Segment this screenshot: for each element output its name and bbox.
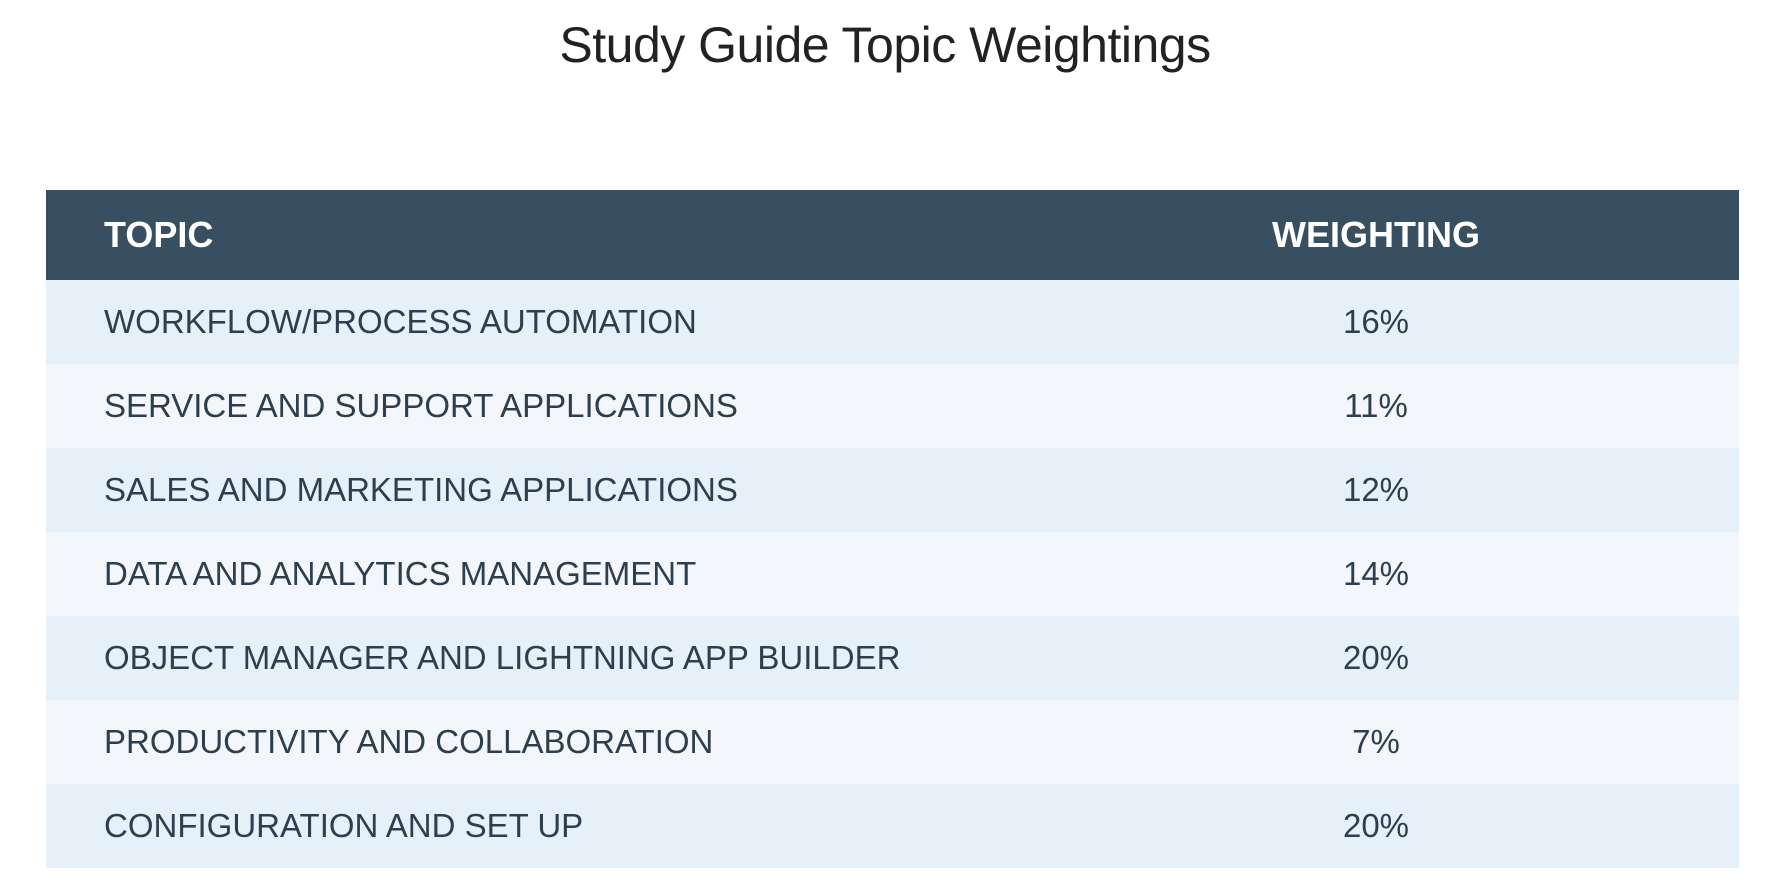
weighting-cell: 11% [1344, 387, 1408, 424]
topic-cell: SALES AND MARKETING APPLICATIONS [104, 471, 738, 508]
table-row: OBJECT MANAGER AND LIGHTNING APP BUILDER… [46, 616, 1739, 700]
table-body: WORKFLOW/PROCESS AUTOMATION 16% SERVICE … [46, 280, 1739, 868]
weighting-cell: 20% [1342, 807, 1410, 844]
topic-cell: SERVICE AND SUPPORT APPLICATIONS [104, 387, 738, 424]
topic-cell: PRODUCTIVITY AND COLLABORATION [104, 723, 714, 760]
topic-cell: OBJECT MANAGER AND LIGHTNING APP BUILDER [104, 639, 901, 676]
weighting-cell: 7% [1352, 723, 1400, 760]
weighting-cell: 20% [1342, 639, 1410, 676]
topic-cell: WORKFLOW/PROCESS AUTOMATION [104, 303, 697, 340]
table-row: SALES AND MARKETING APPLICATIONS 12% [46, 448, 1739, 532]
weighting-cell: 14% [1342, 555, 1410, 592]
table-row: DATA AND ANALYTICS MANAGEMENT 14% [46, 532, 1739, 616]
table-row: CONFIGURATION AND SET UP 20% [46, 784, 1739, 868]
topic-cell: CONFIGURATION AND SET UP [104, 807, 584, 844]
table-row: SERVICE AND SUPPORT APPLICATIONS 11% [46, 364, 1739, 448]
weighting-cell: 12% [1342, 471, 1410, 508]
column-header-weighting: WEIGHTING [1272, 214, 1480, 255]
column-header-topic: TOPIC [104, 214, 214, 255]
topic-cell: DATA AND ANALYTICS MANAGEMENT [104, 555, 697, 592]
table-header-row: TOPIC WEIGHTING [46, 190, 1739, 280]
table-row: PRODUCTIVITY AND COLLABORATION 7% [46, 700, 1739, 784]
table-row: WORKFLOW/PROCESS AUTOMATION 16% [46, 280, 1739, 364]
weighting-cell: 16% [1342, 303, 1410, 340]
page-title: Study Guide Topic Weightings [559, 17, 1211, 73]
topic-weighting-table: TOPIC WEIGHTING WORKFLOW/PROCESS AUTOMAT… [46, 190, 1739, 868]
